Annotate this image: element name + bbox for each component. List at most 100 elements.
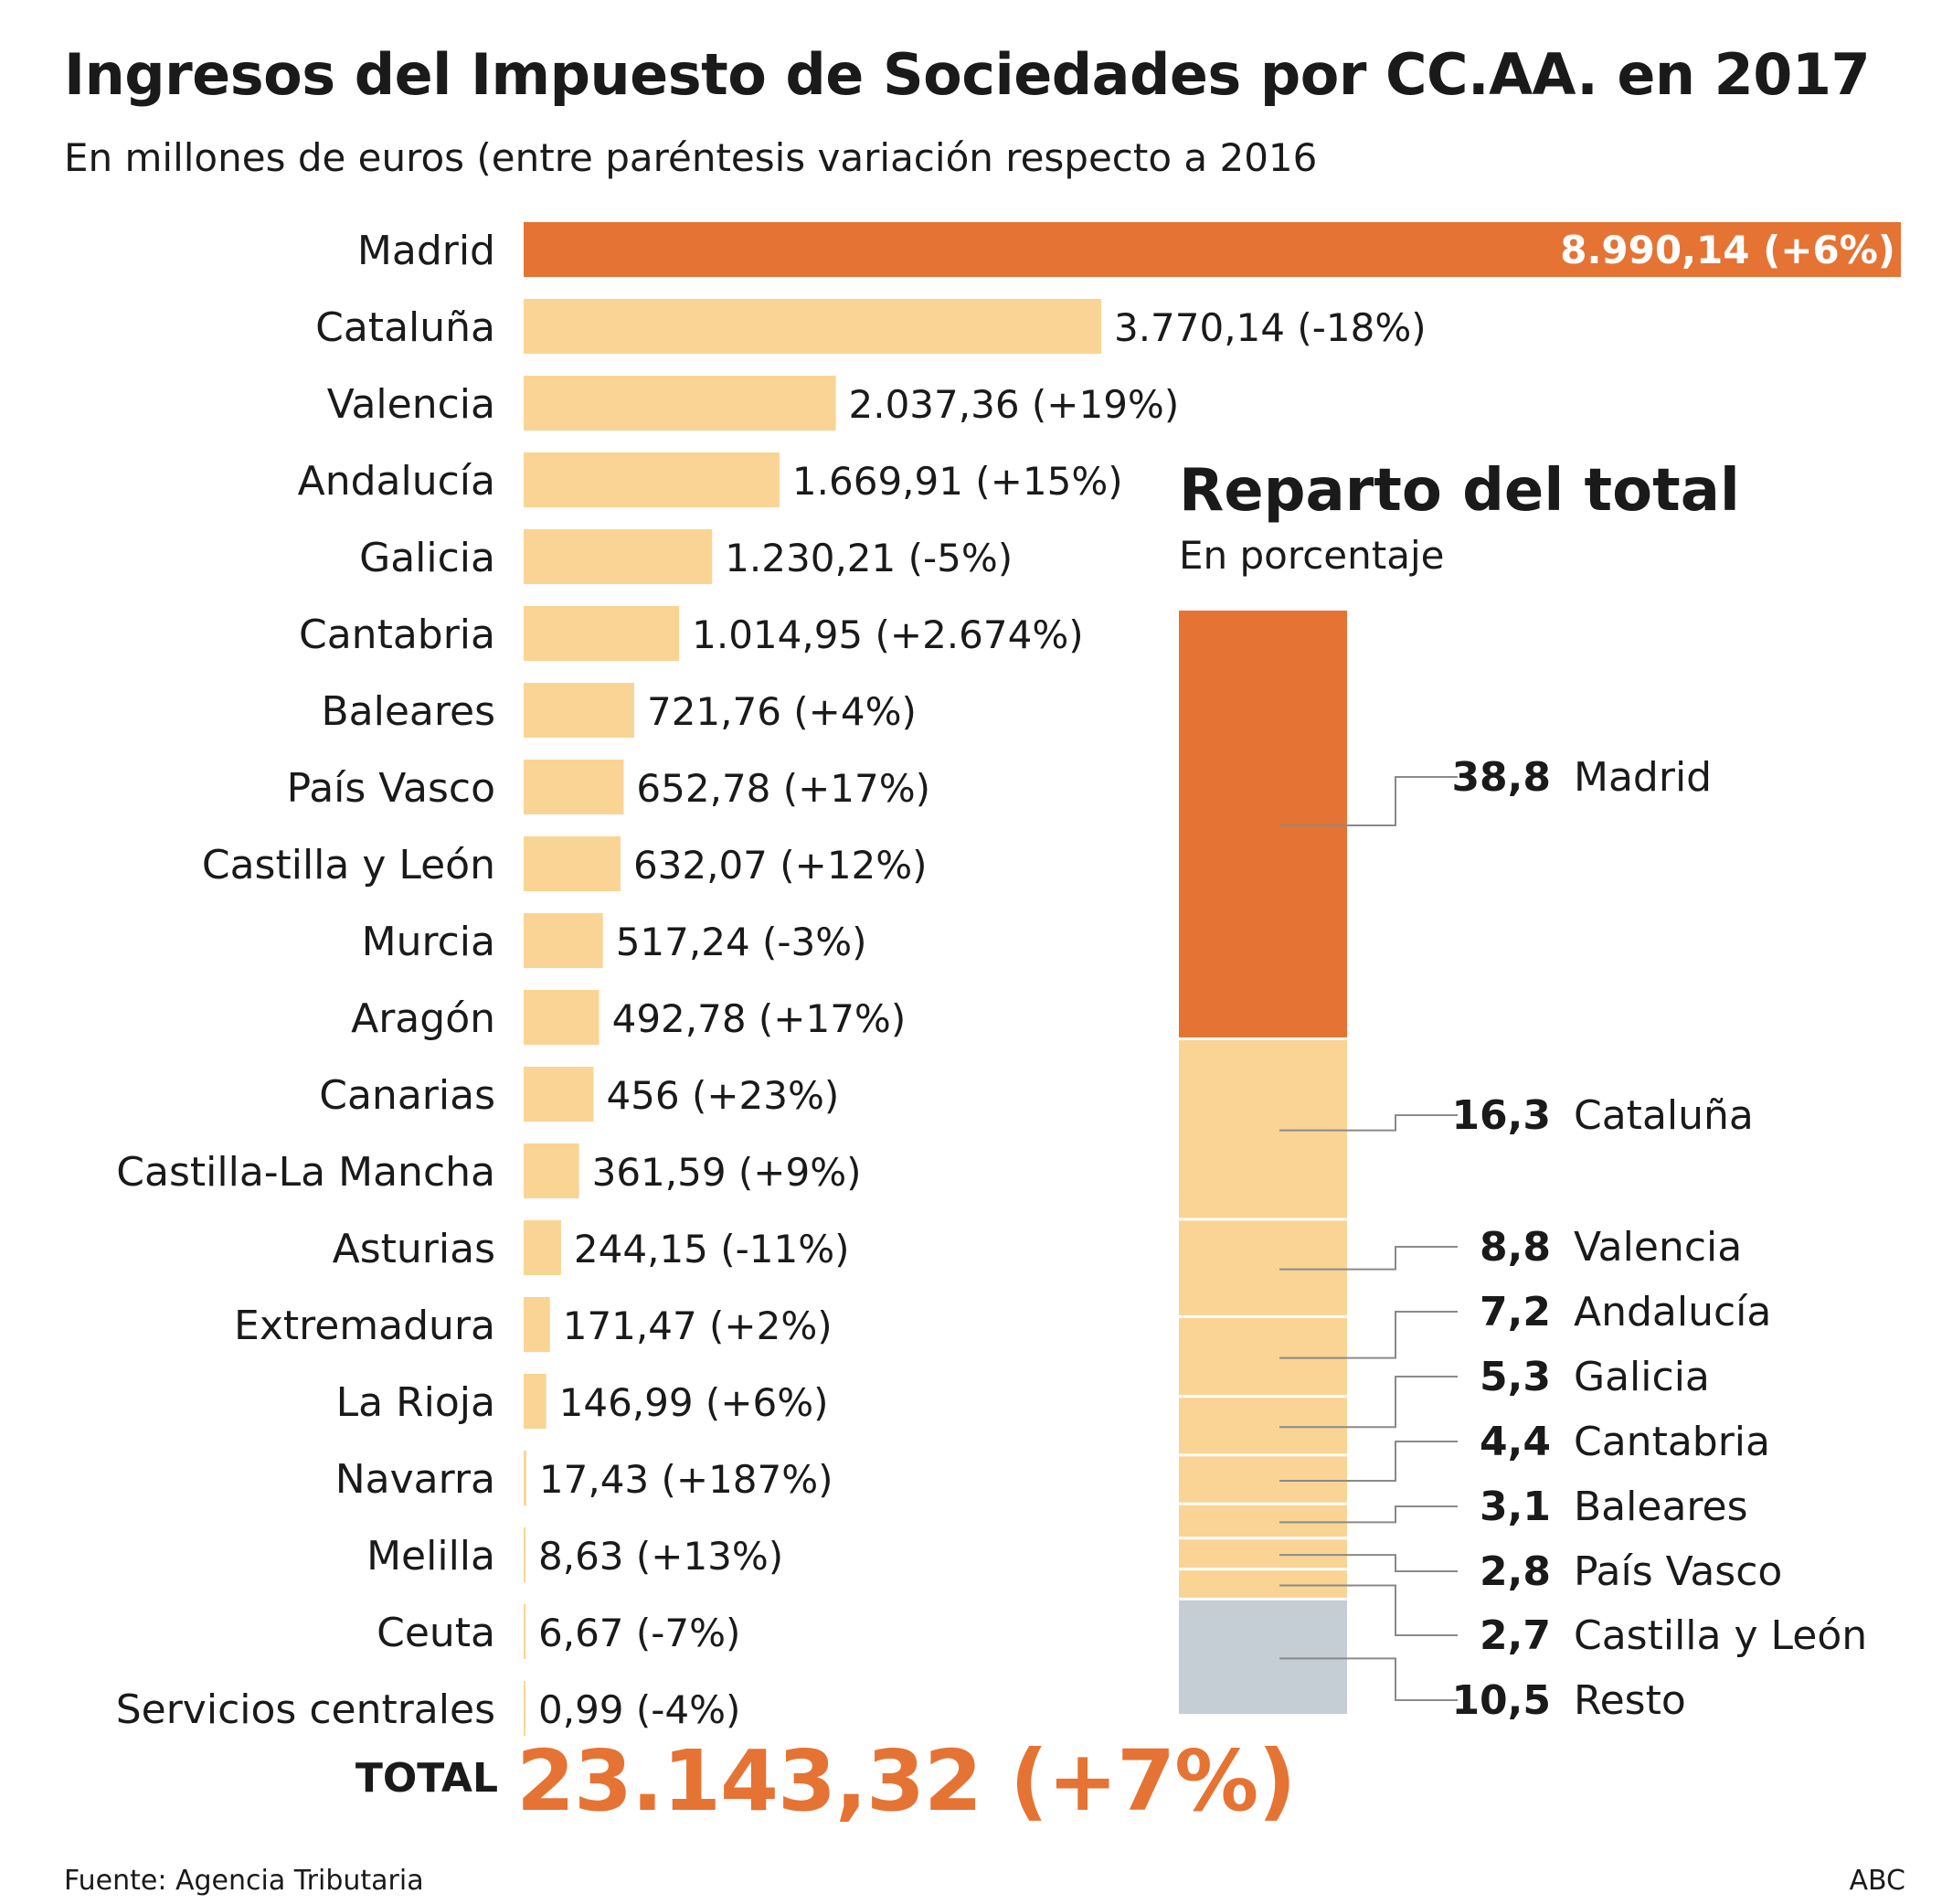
category-label: Madrid [357, 228, 495, 274]
category-label: Castilla-La Mancha [116, 1149, 495, 1196]
share-value: 4,4 [1480, 1419, 1551, 1465]
data-label: 1.014,95 (+2.674%) [692, 612, 1084, 657]
data-label: 2.037,36 (+19%) [849, 382, 1180, 427]
leader-line [1279, 1376, 1458, 1429]
leader-line [1279, 1114, 1458, 1132]
bar [524, 990, 600, 1045]
stack-segment [1179, 1398, 1347, 1454]
bar [524, 376, 836, 431]
total-value: 23.143,32 (+7%) [516, 1732, 1296, 1830]
bar [524, 760, 624, 814]
data-label: 456 (+23%) [606, 1073, 839, 1118]
data-label: 632,07 (+12%) [633, 843, 928, 888]
bar [524, 606, 680, 661]
data-label: 721,76 (+4%) [647, 689, 917, 734]
share-value: 2,7 [1480, 1612, 1551, 1659]
category-label: Aragón [351, 995, 495, 1042]
leader-line [1279, 776, 1458, 826]
category-label: Castilla y León [202, 842, 495, 888]
stack-segment [1179, 1570, 1347, 1598]
stack-segment [1179, 1600, 1347, 1714]
leader-line [1279, 1246, 1458, 1271]
stack-segment [1179, 1317, 1347, 1396]
share-value: 7,2 [1480, 1289, 1551, 1335]
category-label: Navarra [335, 1456, 495, 1503]
data-label: 244,15 (-11%) [574, 1227, 850, 1271]
category-label: Valencia [327, 381, 495, 428]
share-value: 3,1 [1480, 1484, 1551, 1530]
data-label: 1.669,91 (+15%) [792, 459, 1123, 504]
data-label: 8,63 (+13%) [538, 1534, 783, 1579]
category-label: La Rioja [336, 1379, 495, 1426]
stack-segment [1179, 1539, 1347, 1569]
share-label: País Vasco [1574, 1548, 1782, 1595]
data-label: 652,78 (+17%) [636, 766, 930, 811]
bar [524, 1067, 594, 1122]
data-label: 1.230,21 (-5%) [725, 536, 1013, 580]
share-label: Castilla y León [1574, 1612, 1867, 1659]
data-label: 0,99 (-4%) [538, 1687, 740, 1732]
bar [524, 1220, 561, 1275]
source-note: Fuente: Agencia Tributaria [64, 1865, 424, 1897]
bar [524, 529, 713, 584]
share-value: 16,3 [1451, 1092, 1551, 1139]
share-value: 38,8 [1451, 754, 1551, 801]
data-label: 492,78 (+17%) [612, 996, 907, 1041]
share-value: 5,3 [1480, 1354, 1551, 1400]
bar [524, 1374, 547, 1429]
category-label: Canarias [319, 1072, 495, 1119]
leader-line [1279, 1441, 1458, 1483]
data-label: 361,59 (+9%) [592, 1150, 862, 1195]
leader-line [1279, 1554, 1458, 1572]
category-label: Asturias [333, 1226, 495, 1272]
bar [524, 1681, 525, 1736]
category-label: Cantabria [299, 612, 495, 658]
category-label: Galicia [359, 535, 495, 581]
bar [524, 1143, 579, 1198]
share-label: Resto [1574, 1677, 1686, 1724]
category-label: Melilla [366, 1533, 495, 1580]
category-label: Murcia [362, 919, 495, 965]
data-label: 3.770,14 (-18%) [1114, 305, 1427, 350]
data-label: 146,99 (+6%) [559, 1380, 829, 1425]
share-title: Reparto del total [1179, 457, 1740, 525]
data-label: 6,67 (-7%) [538, 1611, 740, 1655]
share-value: 2,8 [1480, 1548, 1551, 1595]
category-label: Servicios centrales [116, 1686, 495, 1733]
share-label: Galicia [1574, 1354, 1710, 1400]
share-label: Andalucía [1574, 1289, 1771, 1335]
leader-line [1279, 1584, 1458, 1636]
category-label: Ceuta [377, 1610, 495, 1656]
leader-line [1279, 1311, 1458, 1359]
bar [524, 836, 621, 891]
share-value: 10,5 [1451, 1677, 1551, 1724]
bar [524, 683, 634, 738]
total-label: TOTAL [355, 1755, 498, 1802]
share-subtitle: En porcentaje [1179, 533, 1445, 578]
leader-line [1279, 1657, 1458, 1701]
share-label: Cantabria [1574, 1419, 1770, 1465]
share-label: Cataluña [1574, 1092, 1754, 1139]
stack-segment [1179, 611, 1347, 1037]
stack-segment [1179, 1456, 1347, 1503]
bar [524, 222, 1901, 277]
stack-segment [1179, 1505, 1347, 1537]
share-label: Valencia [1574, 1224, 1742, 1271]
data-label: 171,47 (+2%) [563, 1303, 833, 1348]
stack-segment [1179, 1220, 1347, 1315]
data-label: 8.990,14 (+6%) [1560, 228, 1895, 272]
bar [524, 1604, 525, 1659]
category-label: Cataluña [315, 304, 495, 351]
bar [524, 913, 603, 968]
category-label: Extremadura [234, 1303, 495, 1349]
category-label: Baleares [321, 688, 495, 735]
share-value: 8,8 [1480, 1224, 1551, 1271]
category-label: Andalucía [298, 458, 495, 505]
share-label: Madrid [1574, 754, 1712, 801]
leader-line [1279, 1505, 1458, 1524]
chart-subtitle: En millones de euros (entre paréntesis v… [64, 135, 1318, 180]
bar [524, 1297, 550, 1352]
chart-title: Ingresos del Impuesto de Sociedades por … [64, 41, 1871, 108]
bar [524, 1451, 526, 1505]
